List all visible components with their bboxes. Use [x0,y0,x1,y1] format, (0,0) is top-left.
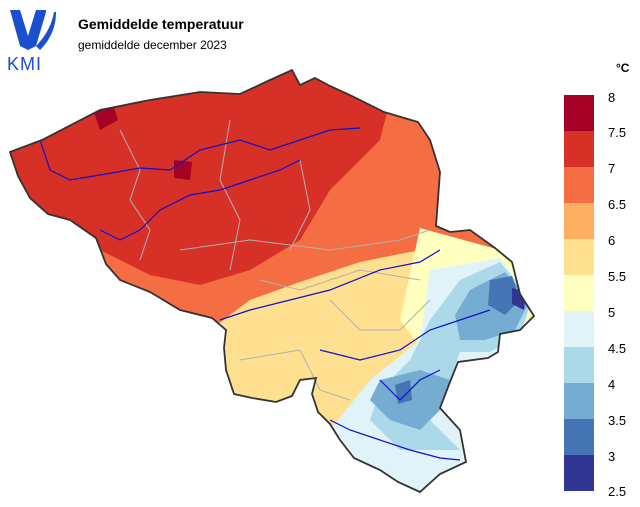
map-subtitle: gemiddelde december 2023 [78,38,227,52]
legend-unit: °C [616,61,630,75]
zone-3-5 [488,276,520,315]
legend-swatch [564,167,594,203]
legend-tick: 2.5 [608,484,627,499]
legend-swatch [564,203,594,239]
zone-7-5-center [174,160,192,180]
legend-tick: 7.5 [608,125,627,140]
rivers [39,127,491,461]
legend-tick: 3.5 [608,413,627,428]
legend-tick: 3 [608,449,616,464]
legend-tick: 5 [608,305,616,320]
temperature-map [9,69,535,493]
legend-swatch [564,311,594,347]
kmi-logo: KMI [7,10,56,72]
legend-tick: 8 [608,90,616,105]
legend-swatch [564,383,594,419]
legend-tick: 5.5 [608,269,627,284]
legend-swatch [564,239,594,275]
legend-swatch [564,455,594,491]
legend-swatch [564,95,594,131]
legend-swatch [564,419,594,455]
zone-3-5-south [395,380,412,404]
legend-tick: 4 [608,377,616,392]
legend-tick: 4.5 [608,341,627,356]
legend-tick: 7 [608,161,616,176]
color-legend [564,95,594,491]
legend-swatch [564,347,594,383]
kmi-logo-text: KMI [7,54,42,72]
province-boundaries [119,119,431,401]
legend-swatch [564,131,594,167]
legend-swatch [564,275,594,311]
map-title: Gemiddelde temperatuur [78,16,244,32]
legend-tick: 6.5 [608,197,627,212]
legend-tick: 6 [608,233,616,248]
